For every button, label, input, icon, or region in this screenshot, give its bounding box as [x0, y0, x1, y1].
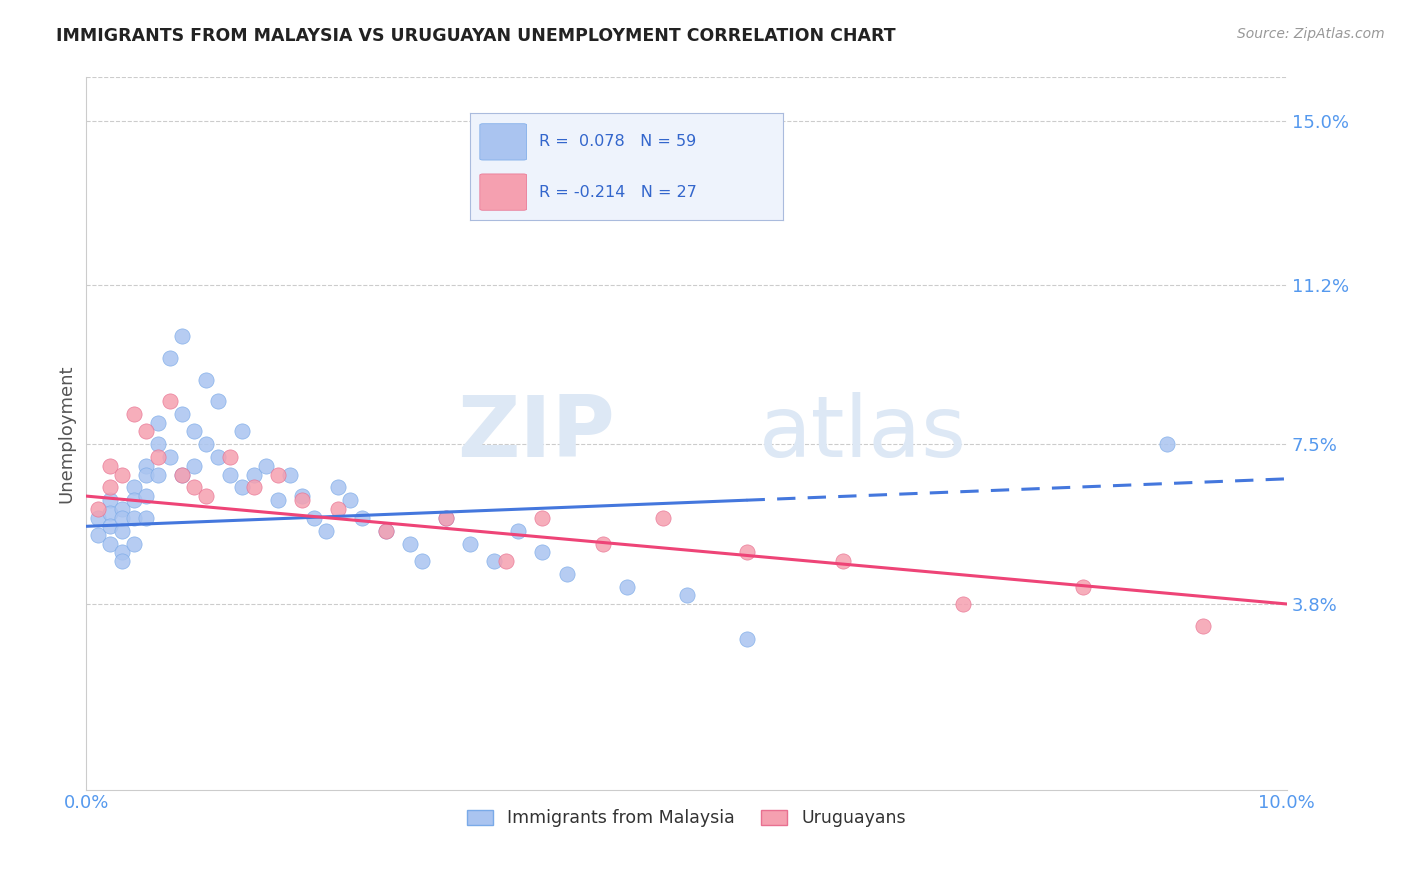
Point	[172, 467, 194, 482]
Point	[651, 510, 673, 524]
Point	[124, 510, 146, 524]
Point	[219, 450, 242, 465]
Point	[531, 545, 554, 559]
Point	[267, 493, 290, 508]
Point	[111, 467, 134, 482]
Point	[135, 458, 157, 473]
Point	[207, 394, 229, 409]
Point	[87, 510, 110, 524]
Point	[231, 480, 253, 494]
Point	[195, 489, 218, 503]
Point	[111, 545, 134, 559]
Point	[304, 510, 326, 524]
Point	[495, 554, 517, 568]
Point	[375, 524, 398, 538]
Point	[98, 493, 121, 508]
Point	[124, 493, 146, 508]
Point	[315, 524, 337, 538]
Point	[616, 580, 638, 594]
Point	[952, 597, 974, 611]
Point	[460, 536, 482, 550]
Point	[111, 554, 134, 568]
Point	[98, 458, 121, 473]
Point	[183, 458, 205, 473]
Point	[508, 524, 530, 538]
Point	[280, 467, 302, 482]
Point	[436, 510, 458, 524]
Point	[352, 510, 374, 524]
Point	[124, 407, 146, 421]
Point	[291, 493, 314, 508]
Legend: Immigrants from Malaysia, Uruguayans: Immigrants from Malaysia, Uruguayans	[461, 803, 912, 834]
Point	[195, 437, 218, 451]
Point	[243, 480, 266, 494]
Point	[219, 467, 242, 482]
Point	[159, 450, 181, 465]
Point	[411, 554, 433, 568]
Point	[207, 450, 229, 465]
Point	[135, 510, 157, 524]
Point	[1191, 618, 1213, 632]
Text: ZIP: ZIP	[457, 392, 614, 475]
Point	[159, 394, 181, 409]
Point	[735, 632, 758, 646]
Point	[1071, 580, 1094, 594]
Point	[675, 588, 697, 602]
Text: IMMIGRANTS FROM MALAYSIA VS URUGUAYAN UNEMPLOYMENT CORRELATION CHART: IMMIGRANTS FROM MALAYSIA VS URUGUAYAN UN…	[56, 27, 896, 45]
Point	[159, 351, 181, 365]
Point	[484, 554, 506, 568]
Point	[735, 545, 758, 559]
Point	[148, 467, 170, 482]
Y-axis label: Unemployment: Unemployment	[58, 364, 75, 503]
Point	[98, 507, 121, 521]
Point	[555, 566, 578, 581]
Point	[111, 510, 134, 524]
Point	[148, 450, 170, 465]
Point	[111, 524, 134, 538]
Point	[328, 480, 350, 494]
Point	[172, 467, 194, 482]
Point	[172, 407, 194, 421]
Point	[328, 502, 350, 516]
Point	[148, 416, 170, 430]
Point	[254, 458, 277, 473]
Point	[98, 519, 121, 533]
Point	[831, 554, 853, 568]
Point	[87, 528, 110, 542]
Point	[291, 489, 314, 503]
Point	[98, 480, 121, 494]
Text: atlas: atlas	[759, 392, 966, 475]
Point	[183, 425, 205, 439]
Point	[148, 437, 170, 451]
Point	[183, 480, 205, 494]
Point	[267, 467, 290, 482]
Point	[87, 502, 110, 516]
Point	[172, 329, 194, 343]
Point	[124, 480, 146, 494]
Point	[399, 536, 422, 550]
Point	[1156, 437, 1178, 451]
Point	[436, 510, 458, 524]
Point	[135, 489, 157, 503]
Point	[111, 502, 134, 516]
Text: Source: ZipAtlas.com: Source: ZipAtlas.com	[1237, 27, 1385, 41]
Point	[531, 510, 554, 524]
Point	[592, 536, 614, 550]
Point	[339, 493, 361, 508]
Point	[135, 425, 157, 439]
Point	[231, 425, 253, 439]
Point	[124, 536, 146, 550]
Point	[135, 467, 157, 482]
Point	[243, 467, 266, 482]
Point	[195, 373, 218, 387]
Point	[375, 524, 398, 538]
Point	[98, 536, 121, 550]
